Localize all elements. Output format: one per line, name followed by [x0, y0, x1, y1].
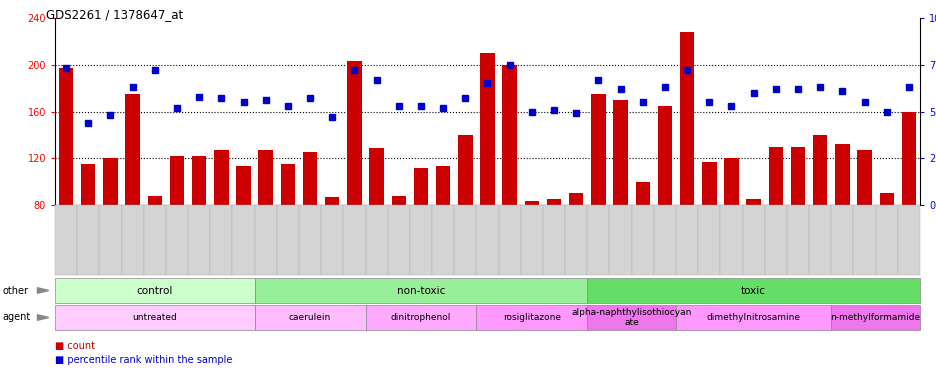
- Bar: [214, 150, 228, 205]
- Text: ■ percentile rank within the sample: ■ percentile rank within the sample: [55, 355, 232, 365]
- Bar: [568, 193, 583, 205]
- Bar: [701, 162, 716, 205]
- Bar: [258, 150, 272, 205]
- Bar: [502, 65, 517, 205]
- Bar: [435, 166, 450, 205]
- Bar: [834, 144, 849, 205]
- Text: alpha-naphthylisothiocyan
ate: alpha-naphthylisothiocyan ate: [571, 308, 691, 327]
- Text: dinitrophenol: dinitrophenol: [390, 313, 450, 322]
- Bar: [59, 68, 73, 205]
- Bar: [768, 147, 782, 205]
- Bar: [613, 100, 627, 205]
- Bar: [724, 158, 738, 205]
- Text: GDS2261 / 1378647_at: GDS2261 / 1378647_at: [46, 8, 183, 21]
- Bar: [746, 199, 760, 205]
- Bar: [480, 53, 494, 205]
- Bar: [591, 94, 605, 205]
- Bar: [524, 202, 538, 205]
- Text: n-methylformamide: n-methylformamide: [829, 313, 920, 322]
- Bar: [192, 156, 206, 205]
- Text: ■ count: ■ count: [55, 341, 95, 351]
- Bar: [790, 147, 804, 205]
- Text: dimethylnitrosamine: dimethylnitrosamine: [706, 313, 799, 322]
- Bar: [635, 182, 650, 205]
- Bar: [369, 148, 384, 205]
- Bar: [236, 166, 251, 205]
- Bar: [347, 61, 361, 205]
- Text: untreated: untreated: [132, 313, 177, 322]
- Text: non-toxic: non-toxic: [396, 285, 445, 296]
- Bar: [391, 196, 405, 205]
- Bar: [81, 164, 95, 205]
- Bar: [458, 135, 472, 205]
- Bar: [125, 94, 139, 205]
- Bar: [281, 164, 295, 205]
- Text: rosiglitazone: rosiglitazone: [503, 313, 561, 322]
- Bar: [657, 106, 671, 205]
- Bar: [148, 196, 162, 205]
- Bar: [547, 199, 561, 205]
- Bar: [302, 152, 317, 205]
- Bar: [414, 167, 428, 205]
- Bar: [879, 193, 893, 205]
- Bar: [900, 111, 915, 205]
- Text: caerulein: caerulein: [288, 313, 330, 322]
- Bar: [856, 150, 870, 205]
- Bar: [325, 197, 339, 205]
- Bar: [103, 158, 118, 205]
- Bar: [680, 32, 694, 205]
- Text: control: control: [137, 285, 173, 296]
- Text: other: other: [3, 285, 29, 296]
- Bar: [812, 135, 826, 205]
- Text: agent: agent: [3, 313, 31, 323]
- Bar: [169, 156, 184, 205]
- Text: toxic: toxic: [740, 285, 766, 296]
